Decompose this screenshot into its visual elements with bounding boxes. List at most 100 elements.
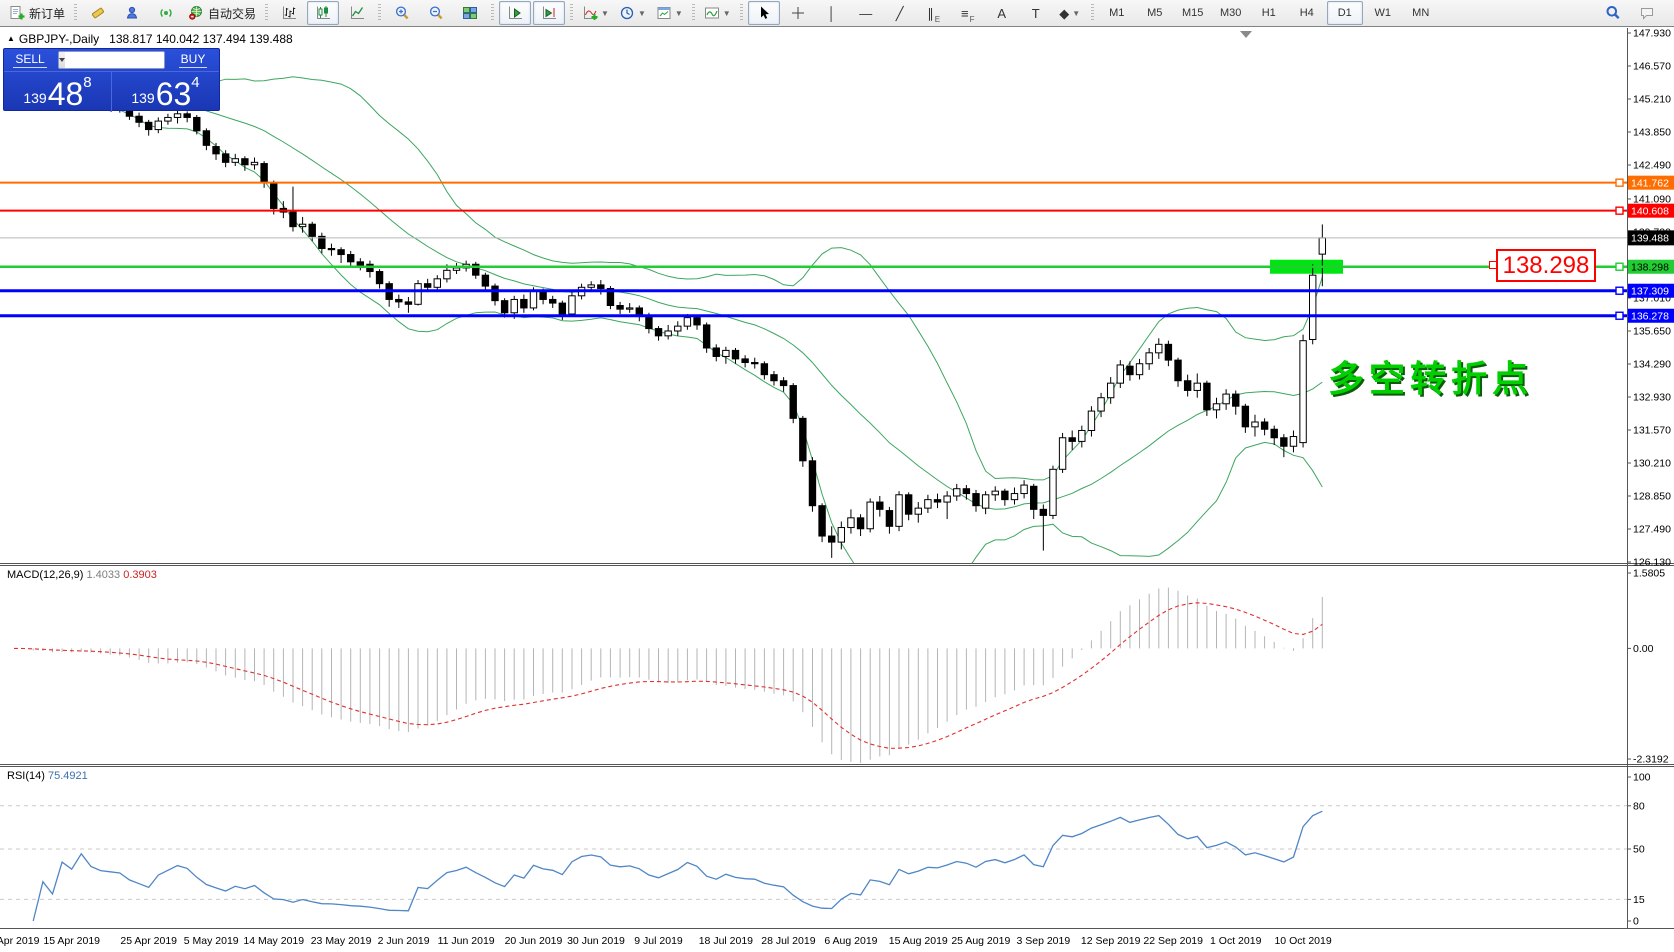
dropdown-caret-icon[interactable]: ▼ bbox=[637, 8, 646, 18]
price-tick-label[interactable]: 147.930 bbox=[1633, 28, 1671, 40]
objects-list-button[interactable]: ▼ bbox=[700, 1, 735, 25]
line-chart-button[interactable] bbox=[341, 1, 373, 25]
text-tool-button[interactable]: A bbox=[986, 1, 1018, 25]
sell-button[interactable]: SELL bbox=[13, 52, 47, 68]
bar-chart-button[interactable] bbox=[273, 1, 305, 25]
tf-h4-button[interactable]: H4 bbox=[1289, 1, 1325, 25]
tf-m5-button[interactable]: M5 bbox=[1137, 1, 1173, 25]
chart-shift-marker[interactable] bbox=[1240, 31, 1252, 38]
dropdown-caret-icon[interactable]: ▼ bbox=[674, 8, 683, 18]
date-label[interactable]: 14 May 2019 bbox=[243, 935, 304, 947]
cursor-button[interactable] bbox=[747, 1, 780, 25]
date-label[interactable]: 6 Aug 2019 bbox=[824, 935, 877, 947]
hline-tool-button[interactable]: — bbox=[850, 1, 882, 25]
price-tick-label[interactable]: 127.490 bbox=[1633, 523, 1671, 535]
fibonacci-tool-button[interactable]: ≡ F bbox=[952, 1, 984, 25]
price-tick-label[interactable]: 128.850 bbox=[1633, 490, 1671, 502]
macd-tick-label[interactable]: -2.3192 bbox=[1633, 754, 1669, 766]
line-anchor[interactable] bbox=[1615, 262, 1624, 271]
date-label[interactable]: 1 Oct 2019 bbox=[1210, 935, 1262, 947]
templates-button[interactable]: ▼ bbox=[652, 1, 687, 25]
profile-button[interactable] bbox=[116, 1, 148, 25]
rsi-tick-label[interactable]: 0 bbox=[1633, 916, 1639, 928]
price-note-box[interactable]: 138.298 bbox=[1496, 249, 1596, 282]
signal-button[interactable] bbox=[150, 1, 182, 25]
date-label[interactable]: 18 Jul 2019 bbox=[699, 935, 753, 947]
eraser-button[interactable] bbox=[82, 1, 114, 25]
dropdown-caret-icon[interactable]: ▼ bbox=[601, 8, 609, 18]
channel-tool-button[interactable]: ∥ E bbox=[918, 1, 950, 25]
tile-windows-button[interactable] bbox=[454, 1, 486, 25]
indicators-button[interactable]: ▼ bbox=[578, 1, 613, 25]
rsi-tick-label[interactable]: 50 bbox=[1633, 844, 1645, 856]
tf-mn-button[interactable]: MN bbox=[1403, 1, 1439, 25]
date-label[interactable]: 23 May 2019 bbox=[311, 935, 372, 947]
volume-input[interactable] bbox=[65, 52, 164, 68]
price-tick-label[interactable]: 134.290 bbox=[1633, 358, 1671, 370]
dropdown-caret-icon[interactable]: ▼ bbox=[1072, 8, 1081, 18]
tf-h1-button[interactable]: H1 bbox=[1251, 1, 1287, 25]
date-label[interactable]: 22 Sep 2019 bbox=[1143, 935, 1203, 947]
date-label[interactable]: 2 Jun 2019 bbox=[378, 935, 430, 947]
price-tick-label[interactable]: 141.090 bbox=[1633, 193, 1671, 205]
tf-m30-button[interactable]: M30 bbox=[1213, 1, 1249, 25]
date-label[interactable]: 12 Sep 2019 bbox=[1081, 935, 1141, 947]
volume-decrease-button[interactable] bbox=[59, 52, 65, 68]
tf-m15-button[interactable]: M15 bbox=[1175, 1, 1211, 25]
date-label[interactable]: 15 Apr 2019 bbox=[43, 935, 100, 947]
collapse-icon[interactable]: ▲ bbox=[7, 34, 15, 43]
tf-m1-button[interactable]: M1 bbox=[1099, 1, 1135, 25]
macd-tick-label[interactable]: 1.5805 bbox=[1633, 568, 1665, 580]
price-tick-label[interactable]: 131.570 bbox=[1633, 424, 1671, 436]
date-label[interactable]: 10 Oct 2019 bbox=[1274, 935, 1331, 947]
macd-tick-label[interactable]: 0.00 bbox=[1633, 643, 1654, 655]
date-label[interactable]: 5 May 2019 bbox=[184, 935, 239, 947]
autotrade-button[interactable]: 自动交易 bbox=[184, 1, 260, 25]
date-label[interactable]: 11 Jun 2019 bbox=[438, 935, 495, 947]
date-label[interactable]: 30 Jun 2019 bbox=[567, 935, 625, 947]
dropdown-caret-icon[interactable]: ▼ bbox=[722, 8, 731, 18]
arrows-tool-button[interactable]: ◆ ▼ bbox=[1054, 1, 1086, 25]
label-tool-button[interactable]: T bbox=[1020, 1, 1052, 25]
chart-canvas[interactable]: 147.930 146.570 145.210 143.850 142.490 141.0… bbox=[0, 27, 1674, 952]
rsi-tick-label[interactable]: 15 bbox=[1633, 894, 1645, 906]
tf-w1-button[interactable]: W1 bbox=[1365, 1, 1401, 25]
periods-button[interactable]: ▼ bbox=[615, 1, 650, 25]
date-label[interactable]: 20 Jun 2019 bbox=[505, 935, 563, 947]
auto-scroll-button[interactable] bbox=[499, 1, 532, 25]
price-tick-label[interactable]: 132.930 bbox=[1633, 391, 1671, 403]
price-tick-label[interactable]: 135.650 bbox=[1633, 325, 1671, 337]
line-anchor[interactable] bbox=[1615, 178, 1624, 187]
crosshair-button[interactable] bbox=[782, 1, 814, 25]
new-order-button[interactable]: 新订单 bbox=[5, 1, 69, 25]
search-button[interactable] bbox=[1597, 1, 1629, 25]
chart-shift-button[interactable] bbox=[533, 1, 566, 25]
zoom-out-button[interactable] bbox=[420, 1, 452, 25]
date-label[interactable]: 5 Apr 2019 bbox=[0, 935, 40, 947]
turning-point-note[interactable]: 多空转折点 bbox=[1328, 358, 1534, 399]
price-tick-label[interactable]: 143.850 bbox=[1633, 127, 1671, 139]
price-tick-label[interactable]: 145.210 bbox=[1633, 94, 1671, 106]
candle-chart-button[interactable] bbox=[307, 1, 340, 25]
date-label[interactable]: 28 Jul 2019 bbox=[761, 935, 815, 947]
tf-d1-button[interactable]: D1 bbox=[1326, 1, 1363, 25]
buy-price[interactable]: 139 63 4 bbox=[112, 72, 219, 112]
buy-button[interactable]: BUY bbox=[178, 52, 208, 68]
date-label[interactable]: 25 Aug 2019 bbox=[951, 935, 1010, 947]
line-anchor[interactable] bbox=[1615, 286, 1624, 295]
date-label[interactable]: 25 Apr 2019 bbox=[120, 935, 177, 947]
trendline-tool-button[interactable]: ╱ bbox=[884, 1, 916, 25]
price-tick-label[interactable]: 130.210 bbox=[1633, 457, 1671, 469]
price-tick-label[interactable]: 146.570 bbox=[1633, 61, 1671, 73]
zoom-in-button[interactable] bbox=[386, 1, 418, 25]
price-tick-label[interactable]: 126.130 bbox=[1633, 557, 1671, 569]
date-label[interactable]: 9 Jul 2019 bbox=[634, 935, 683, 947]
line-anchor[interactable] bbox=[1615, 311, 1624, 320]
rsi-tick-label[interactable]: 100 bbox=[1633, 772, 1651, 784]
rsi-tick-label[interactable]: 80 bbox=[1633, 800, 1645, 812]
date-label[interactable]: 3 Sep 2019 bbox=[1016, 935, 1070, 947]
date-label[interactable]: 15 Aug 2019 bbox=[889, 935, 948, 947]
line-anchor[interactable] bbox=[1615, 206, 1624, 215]
sell-price[interactable]: 139 48 8 bbox=[4, 72, 112, 112]
price-tick-label[interactable]: 142.490 bbox=[1633, 160, 1671, 172]
